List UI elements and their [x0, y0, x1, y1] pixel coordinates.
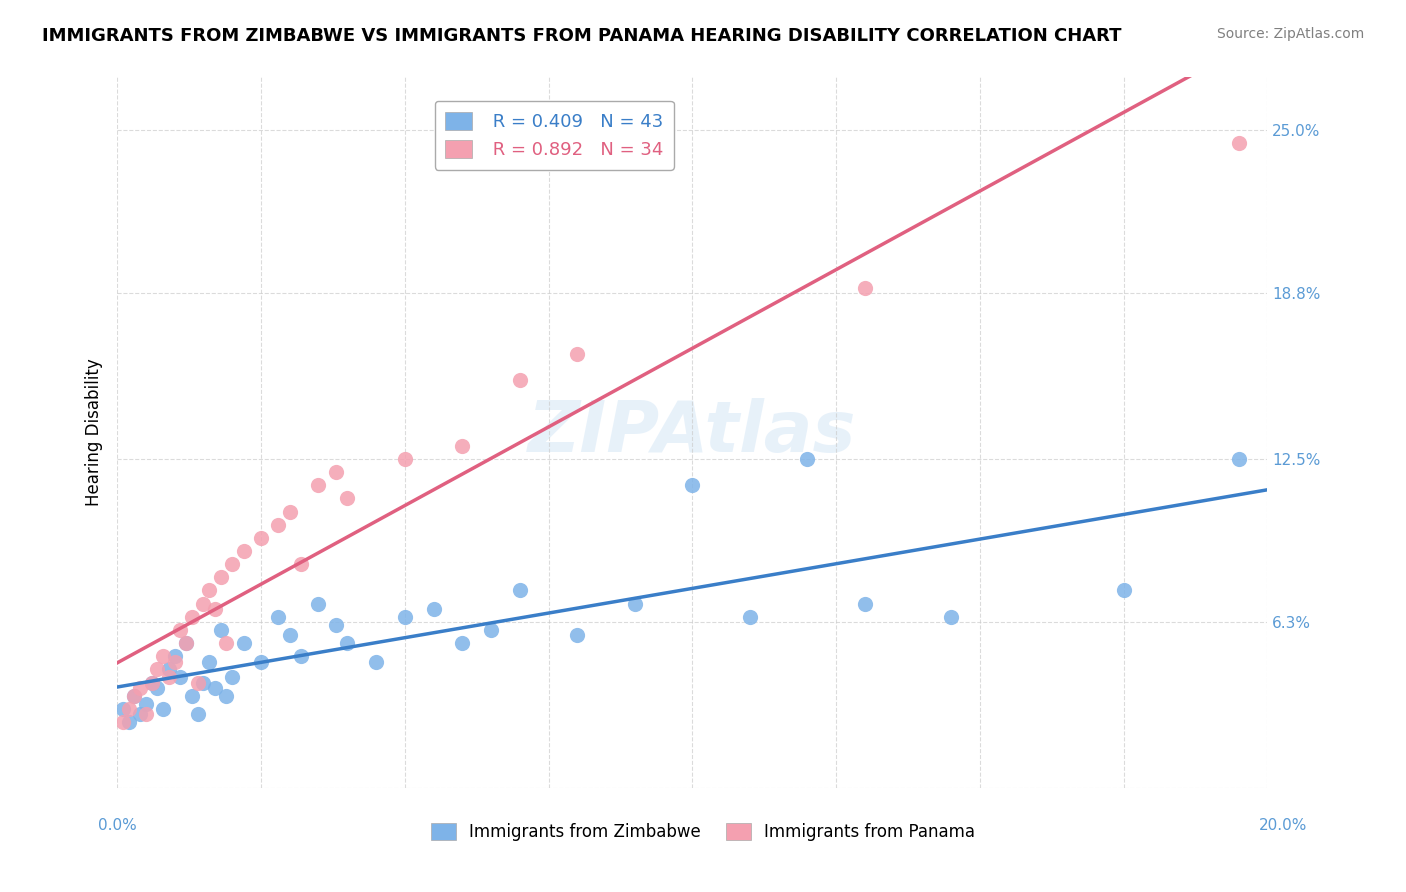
Point — [169, 670, 191, 684]
Point — [509, 583, 531, 598]
Point — [152, 649, 174, 664]
Point — [124, 689, 146, 703]
Point — [232, 544, 254, 558]
Point — [129, 681, 152, 695]
Point — [118, 714, 141, 729]
Point — [146, 662, 169, 676]
Point — [681, 478, 703, 492]
Point — [193, 675, 215, 690]
Point — [146, 681, 169, 695]
Point — [278, 504, 301, 518]
Text: ZIPAtlas: ZIPAtlas — [529, 398, 856, 467]
Point — [336, 636, 359, 650]
Point — [204, 602, 226, 616]
Point — [157, 662, 180, 676]
Point — [129, 707, 152, 722]
Point — [325, 465, 347, 479]
Point — [198, 655, 221, 669]
Point — [221, 557, 243, 571]
Point — [157, 670, 180, 684]
Point — [308, 478, 330, 492]
Y-axis label: Hearing Disability: Hearing Disability — [86, 359, 103, 507]
Point — [152, 702, 174, 716]
Point — [738, 609, 761, 624]
Point — [141, 675, 163, 690]
Point — [853, 597, 876, 611]
Point — [1227, 451, 1250, 466]
Point — [209, 623, 232, 637]
Point — [278, 628, 301, 642]
Point — [111, 702, 134, 716]
Text: IMMIGRANTS FROM ZIMBABWE VS IMMIGRANTS FROM PANAMA HEARING DISABILITY CORRELATIO: IMMIGRANTS FROM ZIMBABWE VS IMMIGRANTS F… — [42, 27, 1122, 45]
Point — [124, 689, 146, 703]
Point — [325, 617, 347, 632]
Legend: Immigrants from Zimbabwe, Immigrants from Panama: Immigrants from Zimbabwe, Immigrants fro… — [425, 816, 981, 848]
Point — [267, 517, 290, 532]
Point — [111, 714, 134, 729]
Point — [567, 347, 589, 361]
Point — [181, 609, 204, 624]
Point — [250, 531, 273, 545]
Point — [796, 451, 818, 466]
Point — [451, 439, 474, 453]
Point — [187, 675, 209, 690]
Point — [422, 602, 444, 616]
Point — [215, 689, 238, 703]
Text: 20.0%: 20.0% — [1260, 818, 1308, 832]
Point — [308, 597, 330, 611]
Text: 0.0%: 0.0% — [98, 818, 138, 832]
Point — [209, 570, 232, 584]
Point — [193, 597, 215, 611]
Point — [567, 628, 589, 642]
Point — [509, 373, 531, 387]
Point — [394, 609, 416, 624]
Point — [221, 670, 243, 684]
Point — [118, 702, 141, 716]
Point — [187, 707, 209, 722]
Point — [232, 636, 254, 650]
Point — [141, 675, 163, 690]
Point — [290, 649, 312, 664]
Point — [215, 636, 238, 650]
Point — [198, 583, 221, 598]
Point — [364, 655, 387, 669]
Legend:  R = 0.409   N = 43,  R = 0.892   N = 34: R = 0.409 N = 43, R = 0.892 N = 34 — [434, 101, 673, 170]
Point — [451, 636, 474, 650]
Point — [479, 623, 502, 637]
Point — [135, 697, 157, 711]
Point — [169, 623, 191, 637]
Point — [163, 649, 186, 664]
Point — [174, 636, 197, 650]
Point — [204, 681, 226, 695]
Point — [163, 655, 186, 669]
Point — [394, 451, 416, 466]
Point — [135, 707, 157, 722]
Point — [853, 281, 876, 295]
Point — [624, 597, 647, 611]
Point — [1112, 583, 1135, 598]
Point — [174, 636, 197, 650]
Point — [250, 655, 273, 669]
Point — [290, 557, 312, 571]
Point — [267, 609, 290, 624]
Point — [181, 689, 204, 703]
Text: Source: ZipAtlas.com: Source: ZipAtlas.com — [1216, 27, 1364, 41]
Point — [336, 491, 359, 506]
Point — [1227, 136, 1250, 151]
Point — [939, 609, 962, 624]
